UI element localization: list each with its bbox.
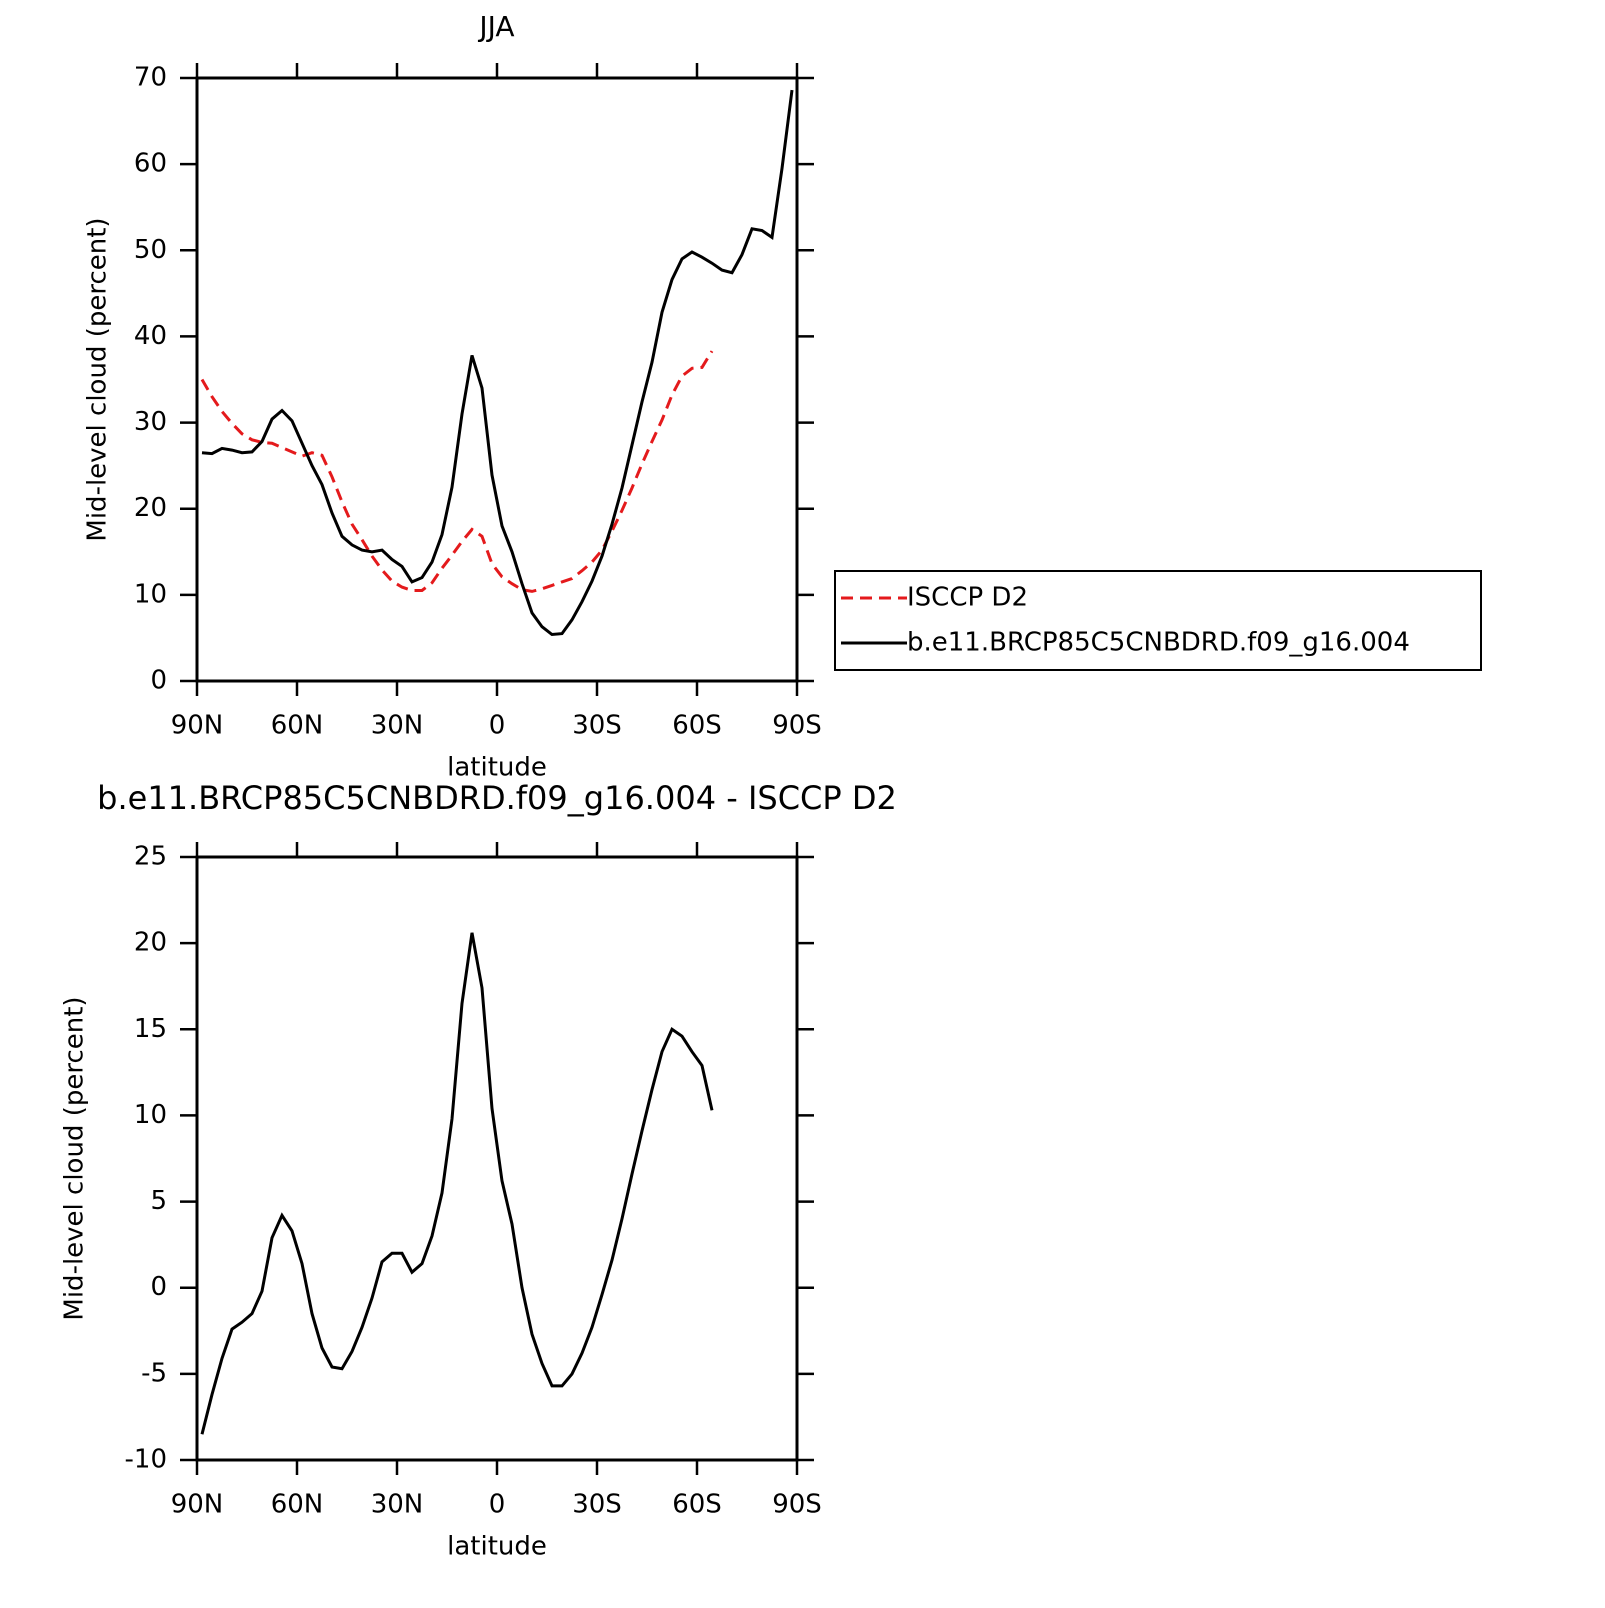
- x-tick-label: 0: [489, 711, 506, 741]
- y-tick-label: 25: [134, 842, 167, 872]
- y-tick-label: 20: [134, 928, 167, 958]
- y-tick-label: 5: [150, 1186, 167, 1216]
- x-tick-label: 60N: [271, 1490, 324, 1520]
- chart-title: JJA: [477, 10, 514, 43]
- x-tick-label: 30N: [371, 711, 424, 741]
- y-tick-label: -10: [125, 1445, 167, 1475]
- y-tick-label: 0: [150, 666, 167, 696]
- y-axis-label: Mid-level cloud (percent): [60, 996, 90, 1320]
- series-line: [200, 350, 714, 593]
- x-tick-label: 60S: [672, 711, 722, 741]
- y-tick-label: -5: [141, 1358, 167, 1388]
- chart-title: b.e11.BRCP85C5CNBDRD.f09_g16.004 - ISCCP…: [97, 779, 897, 817]
- y-tick-label: 50: [134, 235, 167, 265]
- series-line: [201, 89, 794, 637]
- x-tick-label: 0: [489, 1490, 506, 1520]
- legend-label: ISCCP D2: [907, 583, 1028, 613]
- legend-box: [834, 570, 1482, 671]
- y-tick-label: 60: [134, 149, 167, 179]
- legend-label: b.e11.BRCP85C5CNBDRD.f09_g16.004: [907, 628, 1410, 658]
- x-tick-label: 30S: [572, 1490, 622, 1520]
- x-tick-label: 90N: [171, 1490, 224, 1520]
- x-axis-label: latitude: [447, 753, 547, 783]
- x-tick-label: 30N: [371, 1490, 424, 1520]
- x-tick-label: 30S: [572, 711, 622, 741]
- y-tick-label: 15: [134, 1014, 167, 1044]
- series-line: [200, 932, 714, 1435]
- plot-frame: [195, 855, 799, 1462]
- x-tick-label: 90S: [772, 711, 822, 741]
- x-tick-label: 90N: [171, 711, 224, 741]
- y-tick-label: 30: [134, 407, 167, 437]
- y-tick-label: 70: [134, 63, 167, 93]
- x-tick-label: 60S: [672, 1490, 722, 1520]
- y-tick-label: 0: [150, 1272, 167, 1302]
- y-tick-label: 10: [134, 579, 167, 609]
- y-tick-label: 10: [134, 1100, 167, 1130]
- x-axis-label: latitude: [447, 1532, 547, 1562]
- x-tick-label: 60N: [271, 711, 324, 741]
- y-tick-label: 20: [134, 493, 167, 523]
- y-tick-label: 40: [134, 321, 167, 351]
- plot-frame: [195, 76, 799, 683]
- y-axis-label: Mid-level cloud (percent): [83, 217, 113, 541]
- x-tick-label: 90S: [772, 1490, 822, 1520]
